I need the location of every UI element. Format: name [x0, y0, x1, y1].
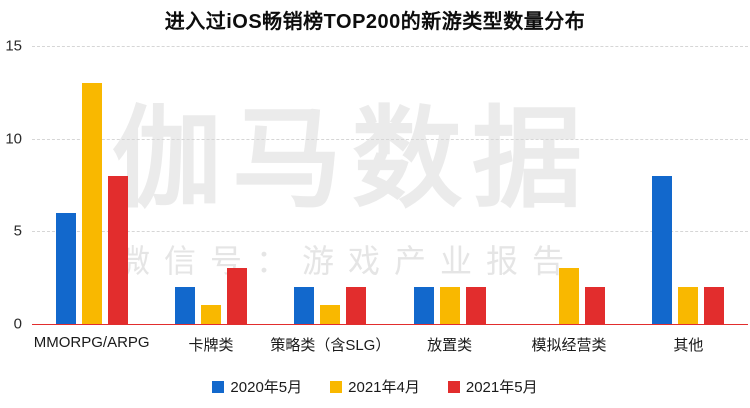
- bar: [678, 286, 699, 324]
- x-axis-label: 卡牌类: [188, 337, 234, 354]
- bar: [175, 286, 195, 324]
- legend: 2020年5月 2021年4月 2021年5月: [0, 376, 750, 397]
- x-axis-label: 放置类: [427, 337, 473, 354]
- watermark-brand-text: 伽马数据: [112, 98, 592, 221]
- bar: [201, 305, 221, 324]
- chart-title: 进入过iOS畅销榜TOP200的新游类型数量分布: [164, 11, 586, 33]
- bar: [585, 286, 605, 324]
- y-tick-label: 10: [5, 130, 22, 148]
- legend-swatch-icon: [447, 380, 460, 393]
- gridline: [32, 46, 748, 47]
- bar: [559, 268, 579, 324]
- bar: [55, 212, 76, 324]
- bar: [439, 286, 460, 324]
- legend-label: 2021年5月: [465, 379, 538, 396]
- gridline: [32, 138, 748, 140]
- x-axis-line: [32, 324, 748, 325]
- x-axis-label: 策略类（含SLG）: [270, 337, 391, 354]
- x-axis-label: 模拟经营类: [531, 337, 607, 354]
- legend-swatch-icon: [330, 380, 343, 393]
- bar: [465, 286, 486, 324]
- bar: [81, 83, 102, 324]
- bar: [320, 305, 341, 324]
- bar: [294, 286, 315, 324]
- legend-item: 2020年5月: [212, 376, 302, 397]
- bar: [704, 286, 725, 324]
- y-tick-label: 15: [5, 37, 22, 55]
- x-axis: MMORPG/ARPG 卡牌类 策略类（含SLG） 放置类 模拟经营类 其他: [0, 334, 750, 356]
- legend-item: 2021年4月: [330, 376, 420, 397]
- legend-item: 2021年5月: [447, 376, 538, 397]
- bar: [227, 268, 247, 324]
- bar: [107, 175, 128, 324]
- legend-label: 2020年5月: [230, 379, 303, 396]
- x-axis-label: MMORPG/ARPG: [33, 334, 150, 351]
- x-axis-label: 其他: [673, 337, 704, 354]
- y-tick-label: 0: [13, 315, 22, 333]
- bar: [413, 286, 434, 324]
- bar: [652, 175, 673, 324]
- gridline: [32, 231, 748, 233]
- y-axis: 0 5 10 15: [0, 38, 24, 333]
- bar: [346, 286, 367, 324]
- plot-area: [32, 46, 748, 325]
- watermark-wechat-text: 微信号：游戏产业报告: [118, 243, 579, 279]
- legend-swatch-icon: [212, 380, 225, 393]
- y-tick-label: 5: [13, 222, 22, 240]
- legend-label: 2021年4月: [348, 379, 420, 396]
